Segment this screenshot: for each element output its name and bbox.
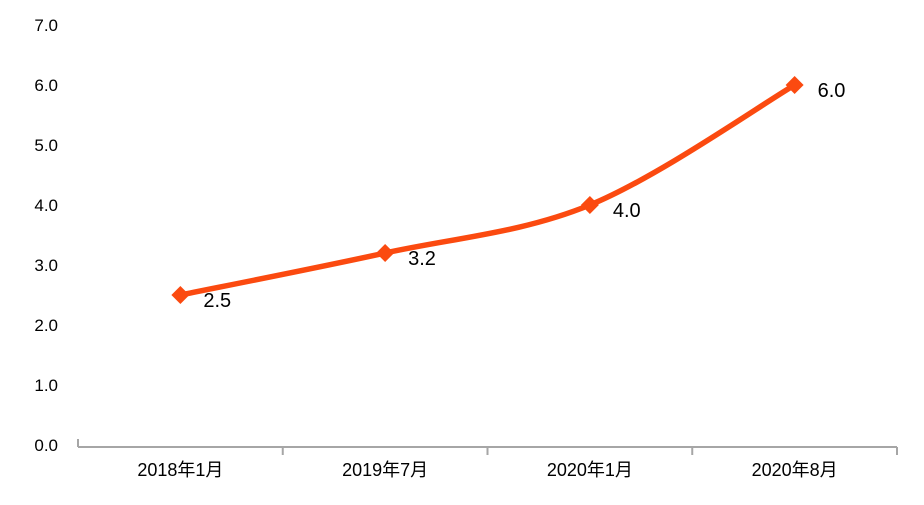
series-line [177, 82, 798, 298]
data-point-marker [580, 196, 599, 214]
y-axis-tick-label: 4.0 [34, 196, 58, 215]
y-axis-tick-label: 7.0 [34, 16, 58, 35]
y-axis-tick-label: 3.0 [34, 256, 58, 275]
y-axis-tick-label: 5.0 [34, 136, 58, 155]
data-point-label: 3.2 [408, 248, 436, 270]
data-point-label: 2.5 [203, 290, 231, 312]
y-axis-tick-label: 0.0 [34, 436, 58, 455]
y-axis-tick-label: 2.0 [34, 316, 58, 335]
x-axis-category-label: 2020年1月 [547, 460, 633, 480]
data-point-marker [171, 286, 190, 304]
y-axis-tick-label: 6.0 [34, 76, 58, 95]
data-point-label: 4.0 [613, 200, 641, 222]
data-point-marker [785, 76, 804, 94]
x-axis-category-label: 2020年8月 [752, 460, 838, 480]
data-point-marker [376, 244, 395, 262]
x-axis-category-label: 2018年1月 [137, 460, 223, 480]
x-axis-category-label: 2019年7月 [342, 460, 428, 480]
y-axis-tick-label: 1.0 [34, 376, 58, 395]
data-point-label: 6.0 [818, 80, 846, 102]
